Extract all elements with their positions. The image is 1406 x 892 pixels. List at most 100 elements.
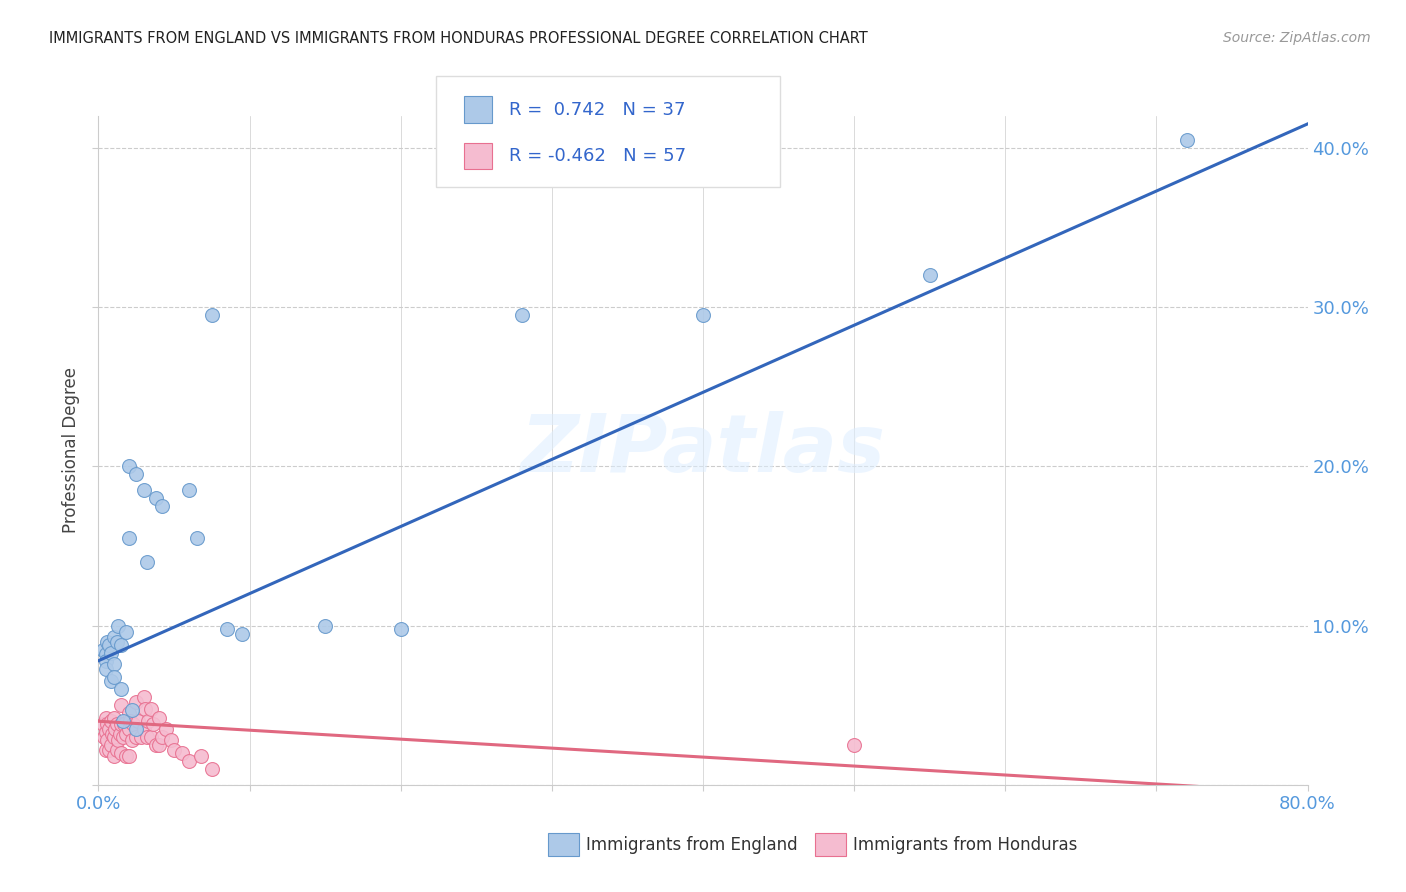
Point	[96, 717, 118, 731]
Point	[141, 701, 163, 715]
Point	[136, 714, 159, 729]
Point	[103, 670, 125, 684]
Text: Immigrants from England: Immigrants from England	[586, 836, 799, 854]
Point	[110, 698, 132, 713]
Point	[96, 733, 118, 747]
Point	[96, 634, 118, 648]
Point	[110, 682, 132, 697]
Text: ZIPatlas: ZIPatlas	[520, 411, 886, 490]
Point	[148, 711, 170, 725]
Point	[121, 733, 143, 747]
Text: Immigrants from Honduras: Immigrants from Honduras	[853, 836, 1078, 854]
Point	[231, 626, 253, 640]
Point	[120, 714, 142, 729]
Point	[107, 733, 129, 747]
Point	[105, 717, 128, 731]
Point	[114, 749, 136, 764]
Point	[1175, 133, 1198, 147]
Point	[134, 701, 156, 715]
Point	[918, 268, 941, 283]
Point	[190, 749, 212, 764]
Point	[103, 749, 125, 764]
Point	[135, 730, 157, 744]
Point	[125, 467, 148, 482]
Point	[111, 730, 134, 744]
Point	[105, 743, 128, 757]
Point	[94, 648, 117, 662]
Point	[114, 625, 136, 640]
Point	[114, 727, 136, 741]
Point	[107, 618, 129, 632]
Point	[122, 717, 145, 731]
Point	[108, 727, 131, 741]
Point	[179, 754, 201, 768]
Point	[104, 723, 127, 737]
Point	[148, 738, 170, 752]
Point	[100, 674, 122, 689]
Text: IMMIGRANTS FROM ENGLAND VS IMMIGRANTS FROM HONDURAS PROFESSIONAL DEGREE CORRELAT: IMMIGRANTS FROM ENGLAND VS IMMIGRANTS FR…	[49, 31, 868, 46]
Point	[103, 630, 125, 644]
Point	[132, 723, 155, 737]
Point	[135, 555, 157, 569]
Point	[150, 500, 173, 514]
Text: Source: ZipAtlas.com: Source: ZipAtlas.com	[1223, 31, 1371, 45]
Point	[125, 723, 148, 737]
Point	[145, 491, 167, 506]
Point	[91, 717, 114, 731]
Point	[118, 531, 141, 545]
Point	[103, 657, 125, 671]
Point	[692, 308, 714, 322]
Point	[145, 738, 167, 752]
Point	[142, 717, 165, 731]
Point	[132, 483, 155, 498]
Text: R = -0.462   N = 57: R = -0.462 N = 57	[509, 147, 686, 165]
Point	[132, 690, 155, 705]
Y-axis label: Professional Degree: Professional Degree	[62, 368, 80, 533]
Point	[105, 634, 128, 648]
Point	[179, 483, 201, 498]
Point	[94, 662, 117, 676]
Point	[100, 738, 122, 752]
Point	[98, 743, 121, 757]
Point	[103, 711, 125, 725]
Point	[155, 723, 177, 737]
Point	[215, 622, 238, 636]
Point	[118, 459, 141, 474]
Point	[94, 725, 117, 739]
Point	[141, 730, 163, 744]
Point	[129, 730, 152, 744]
Point	[201, 308, 224, 322]
Point	[94, 654, 117, 668]
Point	[100, 646, 122, 660]
Point	[110, 717, 132, 731]
Point	[91, 642, 114, 657]
Point	[314, 618, 336, 632]
Point	[150, 730, 173, 744]
Point	[163, 743, 186, 757]
Point	[101, 727, 124, 741]
Point	[111, 714, 134, 729]
Point	[118, 723, 141, 737]
Point	[93, 730, 115, 744]
Point	[389, 622, 412, 636]
Point	[100, 714, 122, 729]
Point	[98, 723, 121, 737]
Point	[510, 308, 533, 322]
Point	[121, 703, 143, 717]
Point	[94, 711, 117, 725]
Point	[186, 531, 208, 545]
Point	[94, 743, 117, 757]
Point	[112, 717, 135, 731]
Point	[127, 714, 149, 729]
Point	[110, 746, 132, 760]
Point	[98, 638, 121, 652]
Point	[160, 733, 183, 747]
Point	[118, 749, 141, 764]
Point	[118, 706, 141, 721]
Point	[125, 695, 148, 709]
Point	[103, 730, 125, 744]
Point	[110, 638, 132, 652]
Text: R =  0.742   N = 37: R = 0.742 N = 37	[509, 101, 686, 119]
Point	[125, 730, 148, 744]
Point	[170, 746, 193, 760]
